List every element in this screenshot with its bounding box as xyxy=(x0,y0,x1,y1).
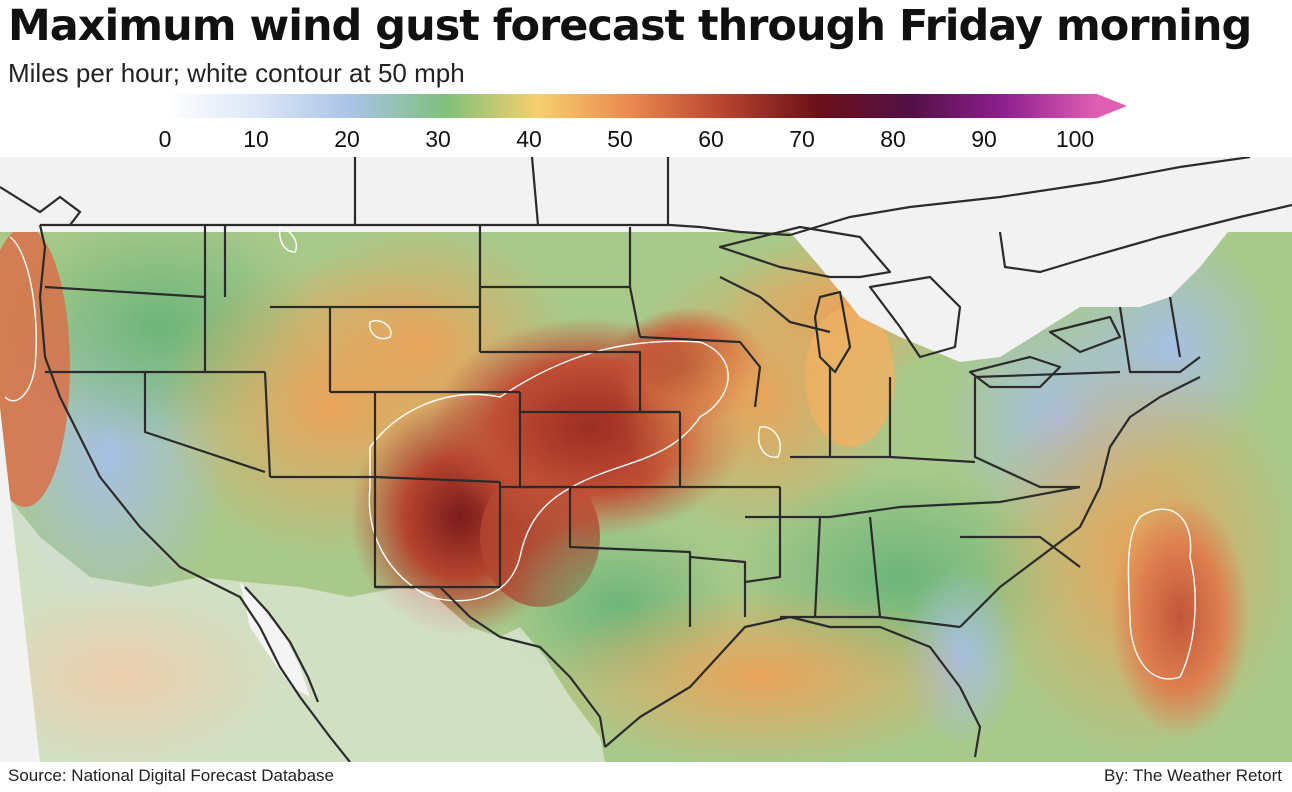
chart-subtitle: Miles per hour; white contour at 50 mph xyxy=(8,58,465,88)
scale-tick-label: 80 xyxy=(880,126,906,152)
scale-tick-label: 90 xyxy=(971,126,997,152)
canada-land xyxy=(0,157,1292,362)
scale-tick-label: 50 xyxy=(607,126,633,152)
color-scale-legend xyxy=(165,94,1127,118)
scale-tick-label: 30 xyxy=(425,126,451,152)
coastlines xyxy=(0,157,1292,762)
scale-tick-label: 0 xyxy=(158,126,172,152)
mexico-land xyxy=(0,487,605,762)
scale-tick-label: 70 xyxy=(789,126,815,152)
color-scale-bar xyxy=(165,94,1127,118)
wind-gust-map xyxy=(0,157,1292,762)
scale-tick-label: 20 xyxy=(334,126,360,152)
scale-tick-label: 10 xyxy=(243,126,269,152)
state-borders xyxy=(38,157,1201,758)
color-scale-ticks: 0 10 20 30 40 50 60 70 80 90 100 xyxy=(0,126,1292,156)
gulf-of-california xyxy=(240,582,310,697)
scale-tick-label: 40 xyxy=(516,126,542,152)
scale-tick-label: 100 xyxy=(1055,126,1095,152)
credit-note: By: The Weather Retort xyxy=(1104,766,1282,785)
scale-tick-label: 60 xyxy=(698,126,724,152)
source-note: Source: National Digital Forecast Databa… xyxy=(8,766,334,785)
contour-50mph xyxy=(4,226,1196,680)
chart-title: Maximum wind gust forecast through Frida… xyxy=(8,1,1252,51)
